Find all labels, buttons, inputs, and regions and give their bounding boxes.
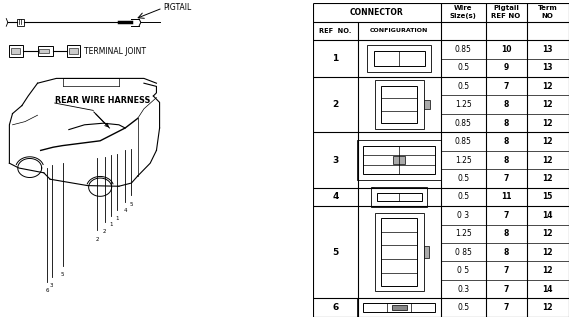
Text: 1.25: 1.25: [455, 156, 472, 164]
Bar: [373, 51, 425, 66]
Text: 12: 12: [542, 119, 553, 128]
Text: 0.85: 0.85: [455, 137, 472, 146]
Text: 12: 12: [542, 266, 553, 275]
Text: 7: 7: [504, 82, 509, 91]
Text: 14: 14: [542, 284, 553, 294]
Text: 0 85: 0 85: [455, 248, 472, 257]
Bar: [375, 80, 424, 129]
Text: 5: 5: [61, 272, 65, 277]
Text: Pigtail: Pigtail: [493, 5, 519, 11]
Bar: [367, 45, 431, 72]
Text: n: n: [372, 186, 375, 190]
Text: REF NO: REF NO: [492, 12, 521, 19]
Text: 0 5: 0 5: [457, 266, 469, 275]
Text: 8: 8: [504, 229, 509, 238]
Bar: [17, 19, 24, 26]
Text: 3: 3: [50, 283, 53, 288]
Bar: [363, 303, 435, 312]
Text: 14: 14: [542, 211, 553, 220]
Text: 12: 12: [542, 248, 553, 257]
Text: 1.25: 1.25: [455, 100, 472, 109]
Text: 0 3: 0 3: [457, 211, 469, 220]
Text: 3: 3: [332, 156, 339, 164]
Text: 0.5: 0.5: [457, 63, 469, 72]
Bar: [393, 156, 405, 164]
Text: 7: 7: [504, 174, 509, 183]
Text: 11: 11: [501, 192, 511, 201]
Text: 10: 10: [501, 45, 511, 54]
Text: 4: 4: [332, 192, 339, 201]
Bar: [9, 45, 22, 57]
Bar: [424, 246, 429, 258]
Bar: [392, 306, 407, 310]
Text: 2: 2: [95, 237, 99, 242]
Text: 7: 7: [504, 303, 509, 312]
Bar: [377, 193, 421, 201]
Text: 0.5: 0.5: [457, 192, 469, 201]
Text: 7: 7: [504, 211, 509, 220]
Text: 6: 6: [332, 303, 339, 312]
Text: 0.85: 0.85: [455, 119, 472, 128]
Text: Wire: Wire: [454, 5, 472, 11]
Text: 0.5: 0.5: [457, 174, 469, 183]
Text: 6: 6: [45, 288, 49, 293]
Text: 2: 2: [103, 229, 107, 234]
Text: NO: NO: [542, 12, 553, 19]
Bar: [375, 213, 424, 291]
Bar: [357, 298, 441, 317]
Text: 9: 9: [504, 63, 509, 72]
Text: 2: 2: [332, 100, 339, 109]
Bar: [381, 86, 417, 124]
Text: 0.5: 0.5: [457, 82, 469, 91]
Text: 8: 8: [504, 137, 509, 146]
Bar: [67, 45, 81, 57]
Text: 12: 12: [542, 303, 553, 312]
Bar: [363, 146, 435, 174]
Text: 0.5: 0.5: [457, 303, 469, 312]
Text: 12: 12: [542, 229, 553, 238]
Text: CONFIGURATION: CONFIGURATION: [370, 28, 428, 33]
Text: 8: 8: [504, 248, 509, 257]
Text: 8: 8: [504, 156, 509, 164]
Text: 13: 13: [542, 63, 553, 72]
Text: 8: 8: [504, 119, 509, 128]
Text: 0.3: 0.3: [457, 284, 469, 294]
Text: REF  NO.: REF NO.: [319, 28, 352, 34]
Text: 12: 12: [542, 82, 553, 91]
Text: 7: 7: [504, 284, 509, 294]
Bar: [357, 140, 441, 180]
Text: 1: 1: [109, 222, 113, 228]
Text: 1: 1: [332, 54, 339, 63]
Text: 8: 8: [504, 100, 509, 109]
Text: TERMINAL JOINT: TERMINAL JOINT: [85, 47, 147, 56]
Text: 0.85: 0.85: [455, 45, 472, 54]
Text: 12: 12: [542, 156, 553, 164]
Text: Size(s): Size(s): [450, 12, 477, 19]
Bar: [11, 48, 20, 54]
Text: 15: 15: [542, 192, 553, 201]
Bar: [38, 46, 53, 56]
Text: CONNECTOR: CONNECTOR: [350, 8, 404, 17]
Text: 5: 5: [130, 202, 133, 207]
Text: REAR WIRE HARNESS: REAR WIRE HARNESS: [55, 96, 150, 105]
Text: PIGTAIL: PIGTAIL: [163, 3, 192, 12]
Bar: [381, 218, 417, 286]
Text: 12: 12: [542, 137, 553, 146]
Text: 7: 7: [504, 266, 509, 275]
Text: 13: 13: [542, 45, 553, 54]
Bar: [39, 49, 49, 53]
Bar: [371, 187, 427, 207]
Text: Term: Term: [538, 5, 557, 11]
Text: 12: 12: [542, 100, 553, 109]
Text: 5: 5: [332, 248, 339, 257]
Text: 1.25: 1.25: [455, 229, 472, 238]
Text: 12: 12: [542, 174, 553, 183]
Bar: [69, 48, 78, 54]
Bar: [424, 100, 430, 109]
Text: 4: 4: [123, 208, 127, 213]
Text: 1: 1: [115, 216, 119, 221]
